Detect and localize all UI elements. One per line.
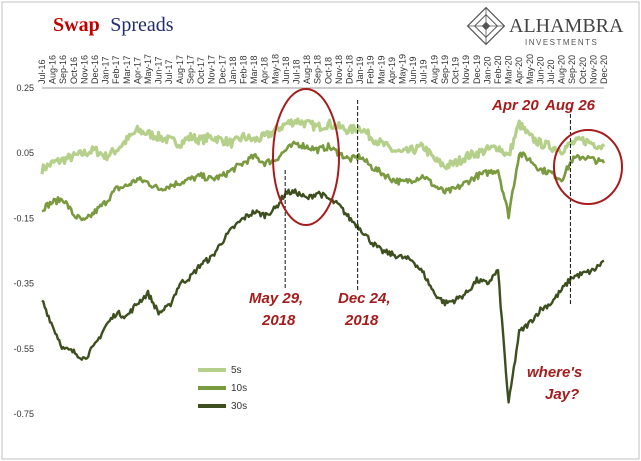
- x-tick-label: Sep-18: [313, 55, 323, 84]
- y-tick-label: -0.35: [13, 279, 34, 289]
- x-tick-label: Jan-20: [482, 56, 492, 84]
- x-tick-label: Oct-17: [196, 57, 206, 84]
- y-tick-label: -0.75: [13, 409, 34, 419]
- x-tick-label: Nov-20: [588, 55, 598, 84]
- legend-label-5s: 5s: [231, 365, 242, 376]
- series-line-5s: [40, 117, 606, 175]
- x-tick-label: Feb-17: [111, 55, 121, 84]
- x-tick-label: Dec-18: [345, 55, 355, 84]
- x-tick-label: Jan-17: [101, 56, 111, 84]
- x-tick-label: Aug-16: [48, 55, 58, 84]
- x-tick-label: Jul-19: [419, 59, 429, 84]
- x-tick-label: Mar-18: [249, 55, 259, 84]
- x-axis-tick-labels: Jul-16 Aug-16 Sep-16 Oct-16 Nov-16 Dec-16 Jan-…: [37, 54, 609, 84]
- annotation-dec24-year: 2018: [344, 312, 379, 329]
- highlight-ellipse-2018: [272, 88, 340, 226]
- x-tick-label: Nov-16: [79, 55, 89, 84]
- annotation-apr20: Apr 20: [491, 97, 539, 114]
- annotation-may29: May 29,: [249, 290, 303, 307]
- series-lines: [40, 117, 606, 404]
- logo-subtitle: INVESTMENTS: [525, 38, 598, 47]
- x-tick-label: Aug-20: [557, 55, 567, 84]
- y-tick-label: 0.05: [16, 148, 34, 158]
- x-tick-label: Dec-17: [217, 55, 227, 84]
- x-tick-label: May-18: [270, 54, 280, 84]
- x-tick-label: Jun-20: [535, 56, 545, 84]
- x-tick-label: Feb-18: [238, 55, 248, 84]
- x-tick-label: May-17: [143, 54, 153, 84]
- x-tick-label: Aug-18: [302, 55, 312, 84]
- y-axis-tick-labels: 0.25 0.05 -0.15 -0.35 -0.55 -0.75: [13, 83, 34, 419]
- x-tick-label: Feb-20: [493, 55, 503, 84]
- alhambra-logo: ALHAMBRA INVESTMENTS: [466, 6, 624, 47]
- x-tick-label: Aug-19: [429, 55, 439, 84]
- x-tick-label: Dec-16: [90, 55, 100, 84]
- x-tick-label: Sep-19: [440, 55, 450, 84]
- x-tick-label: Mar-20: [504, 55, 514, 84]
- annotation-wheres: where's: [527, 364, 582, 381]
- x-tick-label: Sep-17: [185, 55, 195, 84]
- legend-label-10s: 10s: [231, 383, 247, 394]
- title-part-swap: Swap: [53, 14, 100, 36]
- x-tick-label: Jan-18: [228, 56, 238, 84]
- x-tick-label: Jun-17: [154, 56, 164, 84]
- x-tick-label: Apr-18: [260, 57, 270, 84]
- x-tick-label: Jun-18: [281, 56, 291, 84]
- chart-title: Swap Spreads: [53, 14, 174, 36]
- x-tick-label: Jul-16: [37, 59, 47, 84]
- x-tick-label: Jun-19: [408, 56, 418, 84]
- logo-name: ALHAMBRA: [509, 15, 624, 37]
- x-tick-label: May-19: [398, 54, 408, 84]
- x-tick-label: Sep-20: [567, 55, 577, 84]
- x-tick-label: Jul-17: [164, 59, 174, 84]
- x-tick-label: Oct-16: [69, 57, 79, 84]
- x-tick-label: Jan-19: [355, 56, 365, 84]
- x-tick-label: Oct-19: [451, 57, 461, 84]
- x-tick-label: Jul-18: [291, 59, 301, 84]
- x-tick-label: Apr-20: [514, 57, 524, 84]
- title-part-spreads: Spreads: [110, 14, 174, 36]
- x-tick-label: May-20: [525, 54, 535, 84]
- y-tick-label: 0.25: [16, 83, 34, 93]
- annotation-markers: [284, 100, 571, 305]
- x-tick-label: Mar-19: [376, 55, 386, 84]
- legend-label-30s: 30s: [231, 401, 247, 412]
- annotation-may29-year: 2018: [261, 312, 296, 329]
- annotation-dec24: Dec 24,: [338, 290, 391, 307]
- x-tick-label: Aug-17: [175, 55, 185, 84]
- series-line-30s: [41, 188, 605, 404]
- annotation-aug26: Aug 26: [544, 97, 596, 114]
- series-line-10s: [41, 140, 606, 222]
- x-tick-label: Jul-20: [546, 59, 556, 84]
- x-tick-label: Oct-18: [323, 57, 333, 84]
- y-tick-label: -0.15: [13, 213, 34, 223]
- x-tick-label: Sep-16: [58, 55, 68, 84]
- y-tick-label: -0.55: [13, 344, 34, 354]
- x-tick-label: Oct-20: [578, 57, 588, 84]
- diamond-lattice-icon: [466, 6, 506, 46]
- x-tick-label: Dec-20: [599, 55, 609, 84]
- x-tick-label: Apr-17: [132, 57, 142, 84]
- x-tick-label: Dec-19: [472, 55, 482, 84]
- x-tick-label: Apr-19: [387, 57, 397, 84]
- highlight-ellipse-2020: [553, 129, 623, 205]
- x-tick-label: Nov-19: [461, 55, 471, 84]
- x-tick-label: Nov-17: [207, 55, 217, 84]
- x-tick-label: Nov-18: [334, 55, 344, 84]
- x-tick-label: Mar-17: [122, 55, 132, 84]
- x-tick-label: Feb-19: [366, 55, 376, 84]
- legend: 5s 10s 30s: [198, 365, 247, 412]
- annotation-jay: Jay?: [545, 386, 579, 403]
